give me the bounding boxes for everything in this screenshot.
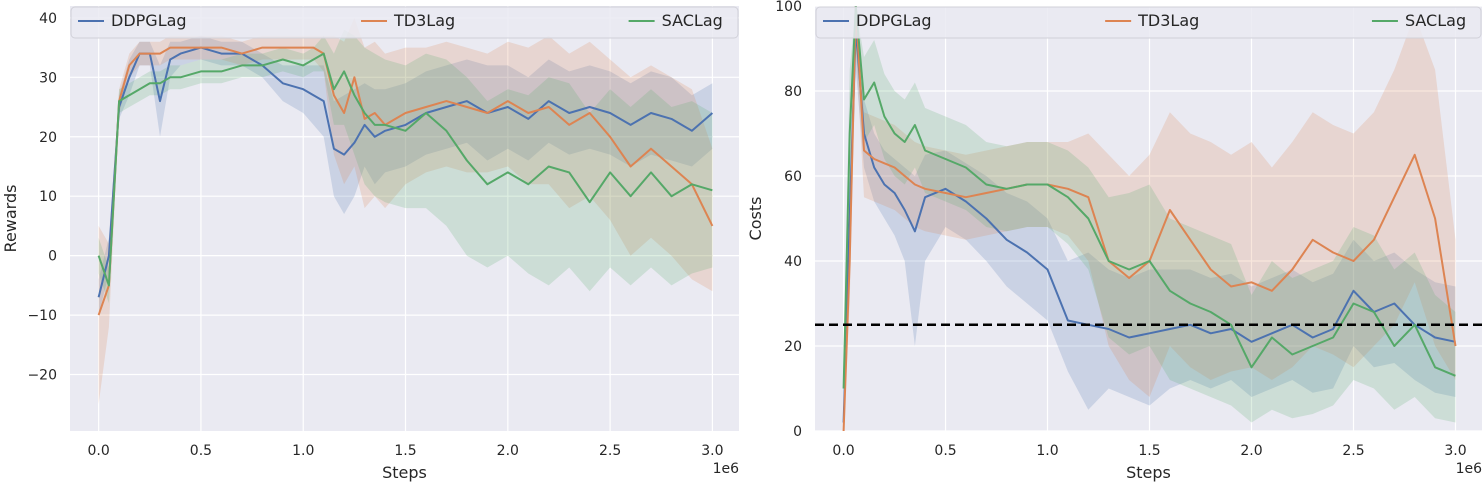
band-ddpglag [843, 6, 1456, 431]
y-axis-label: Rewards [1, 185, 20, 253]
plot-area [97, 17, 714, 405]
series-line-saclag [842, 6, 1456, 389]
y-tick-label: 30 [39, 70, 57, 86]
legend-label-saclag: SACLag [662, 11, 723, 30]
legend-label-ddpglag: DDPGLag [856, 11, 932, 30]
y-tick-label: −10 [27, 308, 57, 324]
y-tick-label: 40 [39, 11, 57, 27]
x-tick-label: 3.0 [701, 443, 723, 459]
band-saclag [843, 6, 1456, 423]
x-tick-label: 2.5 [599, 443, 621, 459]
y-tick-label: −20 [27, 368, 57, 384]
band-ddpglag [98, 35, 713, 316]
series-line-td3lag [97, 46, 714, 316]
y-tick-label: 80 [784, 84, 802, 100]
x-tick-label: 1.0 [292, 443, 314, 459]
x-tick-label: 2.0 [1240, 443, 1262, 459]
x-axis-label: Steps [382, 463, 427, 482]
x-tick-label: 1.5 [394, 443, 416, 459]
plot-background [815, 6, 1482, 431]
x-tick-label: 0.0 [832, 443, 854, 459]
y-axis-label: Costs [746, 197, 765, 241]
x-tick-label: 3.0 [1444, 443, 1466, 459]
band-td3lag [98, 17, 713, 405]
x-tick-label: 1.5 [1138, 443, 1160, 459]
y-tick-label: 100 [775, 0, 802, 15]
legend-label-ddpglag: DDPGLag [111, 11, 187, 30]
band-td3lag [843, 6, 1456, 431]
y-tick-label: 60 [784, 169, 802, 185]
legend-label-td3lag: TD3Lag [393, 11, 455, 30]
y-tick-label: 0 [793, 424, 802, 440]
chart-panel-1: 0.0 0.5 1.0 1.5 2.0 2.5 3.0 0 20 40 60 80 100 Steps Co… [746, 0, 1482, 482]
legend-label-td3lag: TD3Lag [1137, 11, 1199, 30]
legend: DDPGLag TD3Lag SACLag [70, 6, 739, 39]
chart-panel-0: 0.0 0.5 1.0 1.5 2.0 2.5 3.0 −20 −10 0 10 20 30 40 Step… [1, 6, 739, 482]
band-saclag [98, 29, 713, 304]
x-tick-label: 0.0 [88, 443, 110, 459]
x-axis-label: Steps [1126, 463, 1171, 482]
y-tick-label: 20 [784, 339, 802, 355]
y-tick-label: 20 [39, 130, 57, 146]
x-tick-label: 0.5 [934, 443, 956, 459]
x-tick-label: 0.5 [190, 443, 212, 459]
legend-box [70, 6, 739, 39]
y-tick-label: 10 [39, 189, 57, 205]
plot-area [815, 6, 1482, 431]
series-line-ddpglag [842, 26, 1456, 423]
x-offset-label: 1e6 [713, 461, 740, 477]
x-tick-label: 2.5 [1342, 443, 1364, 459]
y-tick-label: 40 [784, 254, 802, 270]
x-offset-label: 1e6 [1456, 461, 1483, 477]
series-line-saclag [97, 52, 713, 287]
y-tick-label: 0 [48, 249, 57, 265]
legend: DDPGLag TD3Lag SACLag [815, 6, 1482, 39]
x-tick-label: 1.0 [1036, 443, 1058, 459]
legend-box [815, 6, 1482, 39]
legend-label-saclag: SACLag [1405, 11, 1466, 30]
series-line-td3lag [842, 6, 1457, 431]
x-tick-label: 2.0 [497, 443, 519, 459]
series-line-ddpglag [97, 46, 714, 298]
